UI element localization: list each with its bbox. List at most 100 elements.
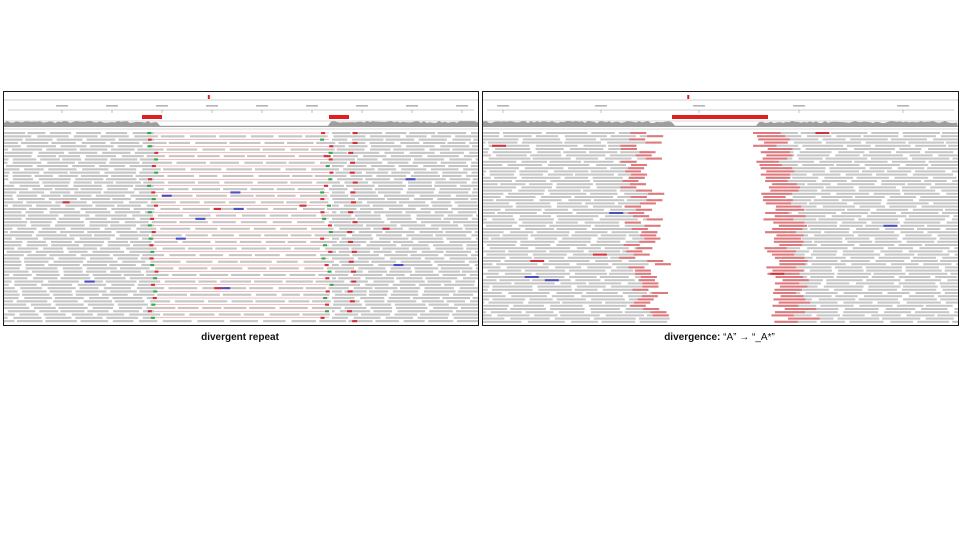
aligned-read — [483, 263, 493, 266]
aligned-read — [471, 234, 478, 237]
clip-marker — [320, 316, 325, 319]
left-alignment-view[interactable] — [4, 92, 478, 325]
aligned-read — [483, 164, 503, 166]
aligned-read — [927, 231, 958, 234]
aligned-read — [505, 208, 542, 211]
aligned-read — [31, 270, 59, 273]
aligned-read — [852, 247, 884, 250]
aligned-read — [390, 293, 419, 296]
discordant-read — [393, 264, 404, 267]
aligned-read — [212, 207, 245, 210]
aligned-read — [304, 267, 324, 270]
aligned-read — [873, 192, 901, 195]
aligned-read — [73, 184, 102, 187]
aligned-read — [113, 254, 140, 257]
aligned-read — [92, 250, 125, 253]
aligned-read — [440, 267, 473, 270]
aligned-read — [49, 254, 77, 257]
aligned-read — [160, 227, 191, 230]
aligned-read — [220, 280, 251, 283]
aligned-read — [608, 272, 646, 275]
aligned-read — [628, 260, 651, 262]
aligned-read — [442, 174, 462, 177]
soft-clipped-read — [753, 144, 777, 147]
aligned-read — [383, 194, 415, 197]
divergence-gap — [656, 275, 776, 279]
aligned-read — [160, 207, 180, 210]
aligned-read — [4, 257, 20, 260]
right-alignment-view[interactable] — [483, 92, 958, 325]
aligned-read — [4, 306, 30, 309]
aligned-read — [525, 311, 554, 314]
aligned-read — [902, 237, 937, 240]
aligned-read — [130, 240, 152, 243]
aligned-read — [858, 186, 896, 189]
divergence-gap — [655, 240, 774, 244]
soft-clipped-read — [637, 298, 654, 301]
aligned-read — [869, 151, 892, 154]
mismatch-read — [770, 272, 785, 275]
left-igv-panel[interactable] — [3, 91, 479, 326]
aligned-read — [784, 167, 826, 170]
right-igv-panel[interactable] — [482, 91, 959, 326]
aligned-read — [323, 316, 348, 319]
aligned-read — [385, 231, 415, 234]
aligned-read — [136, 287, 165, 290]
aligned-read — [4, 287, 15, 290]
aligned-read — [850, 256, 875, 259]
aligned-read — [35, 250, 64, 253]
aligned-read — [412, 297, 440, 300]
aligned-read — [483, 183, 498, 186]
aligned-read — [483, 170, 487, 173]
aligned-read — [139, 280, 161, 283]
aligned-read — [878, 256, 910, 259]
aligned-read — [4, 141, 19, 144]
soft-clipped-read — [761, 192, 792, 195]
aligned-read — [540, 196, 572, 198]
aligned-read — [11, 148, 43, 151]
aligned-read — [558, 240, 591, 243]
soft-clipped-read — [650, 311, 667, 314]
aligned-read — [60, 277, 91, 280]
aligned-read — [463, 168, 478, 171]
aligned-read — [435, 247, 464, 250]
aligned-read — [4, 178, 9, 181]
soft-clipped-read — [784, 308, 817, 310]
soft-clipped-read — [644, 224, 661, 227]
aligned-read — [117, 145, 143, 148]
aligned-read — [901, 186, 926, 189]
clip-marker — [328, 151, 333, 154]
aligned-read — [432, 204, 453, 207]
aligned-read — [904, 218, 946, 221]
aligned-read — [859, 244, 895, 246]
aligned-read — [627, 282, 657, 285]
aligned-read — [951, 218, 958, 221]
soft-clipped-read — [775, 276, 804, 278]
aligned-read — [434, 184, 457, 187]
aligned-read — [391, 171, 411, 174]
aligned-read — [554, 317, 590, 320]
aligned-read — [610, 208, 641, 211]
soft-clipped-read — [628, 266, 645, 269]
aligned-read — [535, 148, 564, 150]
aligned-read — [48, 280, 79, 283]
divergence-gap — [656, 233, 777, 237]
aligned-read — [923, 263, 952, 266]
aligned-read — [357, 257, 385, 260]
aligned-read — [4, 237, 12, 240]
aligned-read — [55, 201, 87, 204]
aligned-read — [37, 135, 69, 138]
aligned-read — [118, 306, 143, 309]
aligned-read — [260, 201, 284, 204]
aligned-read — [199, 174, 218, 177]
aligned-read — [276, 188, 295, 191]
clip-marker — [324, 264, 329, 267]
soft-clipped-read — [780, 285, 808, 288]
aligned-read — [560, 282, 586, 285]
aligned-read — [112, 320, 134, 323]
aligned-read — [107, 240, 128, 243]
aligned-read — [909, 154, 933, 157]
aligned-read — [273, 207, 298, 210]
aligned-read — [278, 287, 304, 290]
aligned-read — [821, 189, 856, 192]
